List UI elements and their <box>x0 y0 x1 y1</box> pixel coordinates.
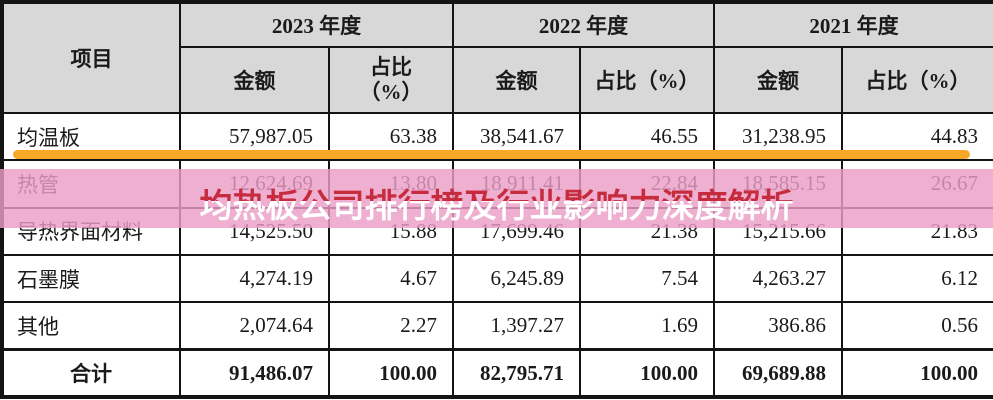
ratio-header-2023: 占比 （%） <box>328 46 454 114</box>
ratio-header-2022: 占比（%） <box>579 46 715 114</box>
orange-underline-bar <box>13 150 970 159</box>
amount-cell: 386.86 <box>713 301 843 351</box>
ratio-cell: 1.69 <box>579 301 715 351</box>
amount-cell: 4,274.19 <box>179 253 330 304</box>
ratio-cell: 7.54 <box>579 253 715 304</box>
ratio-cell: 100.00 <box>579 348 715 399</box>
item-column-header: 项目 <box>1 1 181 114</box>
amount-header-2023: 金额 <box>179 46 330 114</box>
item-cell: 石墨膜 <box>1 253 181 304</box>
banner-title: 均热板公司排行榜及行业影响力深度解析 <box>200 170 794 227</box>
amount-header-2022: 金额 <box>452 46 581 114</box>
ratio-cell: 2.27 <box>328 301 454 351</box>
amount-cell: 82,795.71 <box>452 348 581 399</box>
year-header-2022: 2022 年度 <box>452 0 715 49</box>
table-row-total: 合计 91,486.07 100.00 82,795.71 100.00 69,… <box>1 348 993 399</box>
item-cell: 其他 <box>1 301 181 351</box>
header-row-years: 项目 2023 年度 2022 年度 2021 年度 <box>1 0 993 114</box>
ratio-cell: 4.67 <box>328 253 454 304</box>
table-row-other: 其他 2,074.64 2.27 1,397.27 1.69 386.86 0.… <box>1 301 993 351</box>
amount-cell: 69,689.88 <box>713 348 843 399</box>
ratio-cell: 100.00 <box>841 348 993 399</box>
year-header-2021: 2021 年度 <box>713 0 993 49</box>
ratio-cell: 0.56 <box>841 301 993 351</box>
amount-header-2021: 金额 <box>713 46 843 114</box>
amount-cell: 2,074.64 <box>179 301 330 351</box>
ratio-header-2021: 占比（%） <box>841 46 993 114</box>
amount-cell: 1,397.27 <box>452 301 581 351</box>
header-row-measures: 金额 占比 （%） 金额 占比（%） 金额 占比（%） <box>2 46 993 114</box>
amount-cell: 4,263.27 <box>713 253 843 304</box>
amount-cell: 6,245.89 <box>452 253 581 304</box>
table-row-graphite-film: 石墨膜 4,274.19 4.67 6,245.89 7.54 4,263.27… <box>1 253 993 304</box>
ratio-cell: 6.12 <box>841 253 993 304</box>
year-header-2023: 2023 年度 <box>179 0 454 49</box>
ratio-cell: 100.00 <box>328 348 454 399</box>
total-label-cell: 合计 <box>1 348 181 399</box>
promo-banner: 均热板公司排行榜及行业影响力深度解析 <box>0 169 993 228</box>
amount-cell: 91,486.07 <box>179 348 330 399</box>
